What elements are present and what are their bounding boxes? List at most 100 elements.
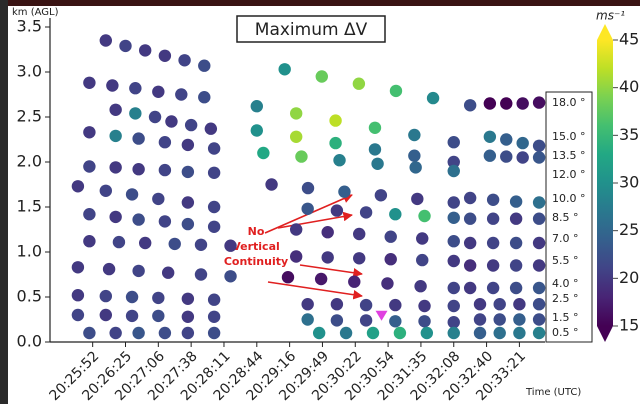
data-point [132,327,144,339]
elevation-label: 15.0 ° [552,130,586,143]
data-point [510,213,522,225]
data-point [152,310,164,322]
data-point [484,150,496,162]
y-tick-label: 2.0 [17,152,42,171]
data-point [474,298,486,310]
data-point [533,298,545,310]
data-point [448,282,460,294]
annotation-line: Continuity [224,255,288,268]
data-point [484,97,496,109]
x-axis-label: Time (UTC) [525,387,581,398]
data-point [72,309,84,321]
data-point [162,267,174,279]
data-point [510,259,522,271]
data-point [369,143,381,155]
data-point [159,327,171,339]
data-point [421,327,433,339]
data-point [533,313,545,325]
data-point [72,180,84,192]
data-point [100,309,112,321]
colorbar-tick-label: 45 [619,30,639,49]
data-point [371,158,383,170]
data-point [487,259,499,271]
data-point [487,237,499,249]
colorbar-tick-label: 40 [619,77,639,96]
data-point [416,232,428,244]
data-point [208,294,220,306]
data-point [208,167,220,179]
data-point [100,290,112,302]
data-point [533,213,545,225]
data-point [329,137,341,149]
data-point [360,314,372,326]
data-point [494,327,506,339]
data-point [302,182,314,194]
annotation-line: Vertical [232,240,280,253]
data-point [390,85,402,97]
top-strip [0,0,640,6]
data-point [301,313,313,325]
y-tick-label: 1.0 [17,242,42,261]
data-point [516,97,528,109]
data-point [182,293,194,305]
data-point [265,178,277,190]
data-point [195,239,207,251]
data-point [282,271,294,283]
elevation-label: 7.0 ° [552,232,579,245]
data-point [316,70,328,82]
y-tick-label: 3.5 [17,17,42,36]
data-point [375,189,387,201]
data-point [353,228,365,240]
data-point [126,310,138,322]
data-point [159,136,171,148]
data-point [409,161,421,173]
data-point [418,210,430,222]
data-point [165,115,177,127]
data-point [182,166,194,178]
data-point [132,132,144,144]
data-point [126,291,138,303]
data-point [487,194,499,206]
colorbar-bottom-arrow [597,326,613,342]
data-point [427,92,439,104]
data-point [182,311,194,323]
marker-triangle [376,311,388,321]
data-point [340,327,352,339]
data-point [178,54,190,66]
data-point [224,240,236,252]
data-point [182,196,194,208]
elevation-label: 4.0 ° [552,277,579,290]
data-point [83,77,95,89]
data-point [152,86,164,98]
data-point [132,265,144,277]
y-tick-label: 0.0 [17,332,42,351]
data-point [152,193,164,205]
data-point [126,188,138,200]
elevation-label: 0.5 ° [552,326,579,339]
data-point [464,192,476,204]
data-point [448,300,460,312]
y-tick-label: 2.5 [17,107,42,126]
data-point [208,311,220,323]
data-point [159,164,171,176]
y-tick-label: 0.5 [17,287,42,306]
data-point [500,133,512,145]
data-point [448,212,460,224]
data-point [448,165,460,177]
data-point [533,196,545,208]
annotation-line: No [248,225,265,238]
data-point [152,292,164,304]
data-point [448,327,460,339]
data-point [119,40,131,52]
chart-title: Maximum ΔV [255,20,368,40]
data-point [381,277,393,289]
data-point [315,273,327,285]
data-point [474,327,486,339]
data-point [290,223,302,235]
data-point [83,208,95,220]
data-point [464,282,476,294]
data-point [464,259,476,271]
data-point [83,126,95,138]
data-point [353,78,365,90]
data-point [394,327,406,339]
